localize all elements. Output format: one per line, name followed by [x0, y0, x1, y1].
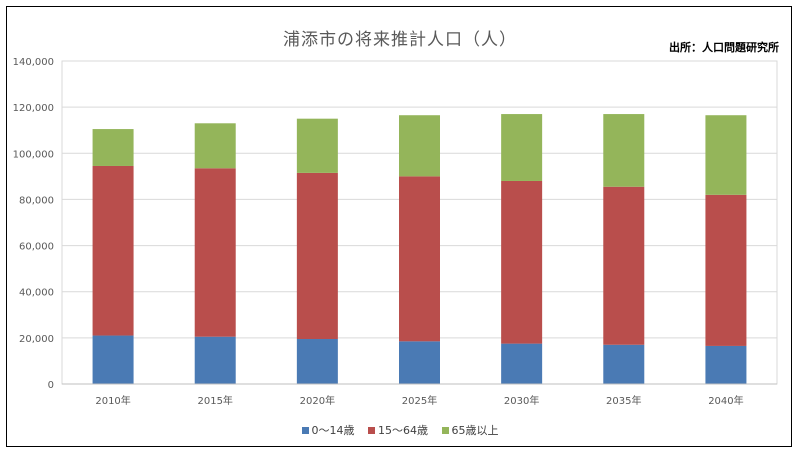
bar-elderly [92, 129, 134, 166]
y-tick-label: 0 [48, 380, 54, 391]
bar-elderly [399, 115, 440, 177]
legend-label-young: 0～14歳 [311, 424, 355, 437]
y-tick-label: 100,000 [13, 149, 54, 160]
bar-elderly [296, 118, 338, 173]
bar-young [705, 345, 747, 384]
bar-working [92, 165, 134, 336]
bar-elderly [501, 114, 543, 181]
bar-working [194, 168, 236, 337]
bar-young [603, 344, 645, 384]
x-tick-label: 2030年 [504, 394, 539, 407]
bar-young [501, 343, 543, 384]
bar-young [92, 335, 134, 384]
legend-item-young: 0～14歳 [301, 422, 355, 438]
bar-young [296, 339, 338, 384]
y-tick-label: 120,000 [13, 103, 54, 114]
y-tick-label: 20,000 [19, 334, 54, 345]
bar-working [603, 186, 645, 345]
legend-label-working: 15～64歳 [378, 424, 428, 437]
x-tick-label: 2040年 [708, 394, 743, 407]
y-tick-label: 140,000 [13, 57, 54, 68]
x-tick-label: 2035年 [606, 394, 641, 407]
chart-title: 浦添市の将来推計人口（人） [283, 30, 517, 50]
legend-swatch-young [301, 426, 309, 434]
legend-swatch-elderly [441, 426, 449, 434]
bar-elderly [705, 115, 747, 195]
x-tick-label: 2010年 [95, 394, 130, 407]
y-tick-label: 60,000 [19, 242, 54, 253]
legend-item-working: 15～64歳 [368, 422, 428, 438]
source-note: 出所：人口問題研究所 [669, 41, 779, 54]
bar-young [194, 336, 236, 384]
legend-item-elderly: 65歳以上 [441, 422, 499, 438]
legend-swatch-working [368, 426, 375, 434]
x-tick-label: 2020年 [300, 394, 335, 407]
x-tick-label: 2015年 [197, 394, 232, 407]
legend-label-elderly: 65歳以上 [451, 424, 499, 437]
chart-legend: 0～14歳 15～64歳 65歳以上 [0, 422, 800, 438]
bar-working [705, 194, 747, 346]
bar-working [399, 176, 440, 342]
y-tick-label: 80,000 [19, 195, 54, 206]
x-tick-label: 2025年 [402, 394, 437, 407]
y-tick-label: 40,000 [19, 288, 54, 299]
bar-elderly [194, 123, 236, 169]
bar-working [296, 172, 338, 340]
bar-working [501, 180, 543, 344]
bar-young [399, 341, 440, 384]
bar-elderly [603, 114, 645, 187]
